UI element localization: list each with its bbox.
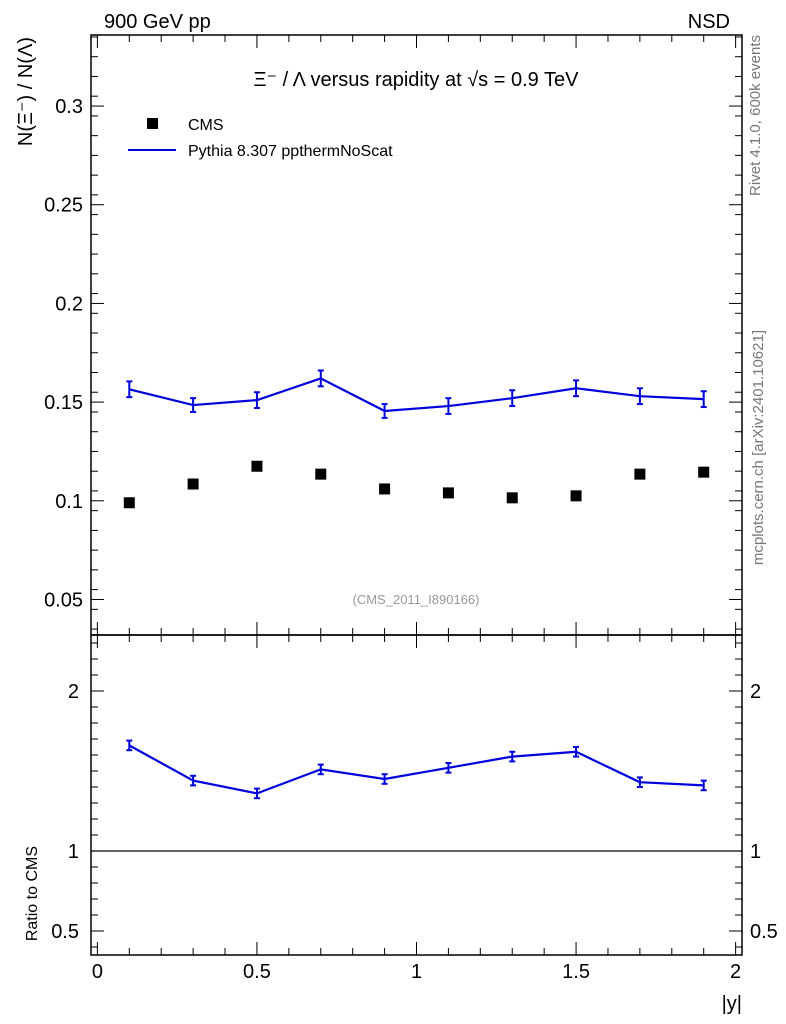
cms-data-point xyxy=(570,490,582,502)
cms-data-point xyxy=(698,466,710,478)
pythia-line xyxy=(129,377,704,413)
analysis-id: (CMS_2011_I890166) xyxy=(353,592,480,607)
main-y-tick-label: 0.15 xyxy=(44,392,83,414)
cms-data-point xyxy=(442,487,454,499)
main-y-tick-label: 0.05 xyxy=(44,589,83,611)
ratio-y-tick-label-right: 0.5 xyxy=(750,921,778,943)
main-y-tick-label: 0.2 xyxy=(55,293,83,315)
cms-data-point xyxy=(634,468,646,480)
main-axis-ticks: 0.05 0.1 0.15 0.2 0.25 0.3 xyxy=(44,35,742,635)
ratio-y-tick-label-left: 0.5 xyxy=(51,921,79,943)
ratio-series-layer xyxy=(126,739,707,800)
cms-data-point xyxy=(506,492,518,504)
legend-cms-label: CMS xyxy=(188,117,224,134)
x-tick-label: 0 xyxy=(92,961,103,983)
x-tick-label: 2 xyxy=(730,961,741,983)
x-tick-label: 1.5 xyxy=(562,961,590,983)
legend-pythia-label: Pythia 8.307 ppthermNoScat xyxy=(188,143,393,160)
plot-title: Ξ⁻ / Λ versus rapidity at √s = 0.9 TeV xyxy=(254,69,580,91)
process-label: NSD xyxy=(688,11,730,33)
cms-data-point xyxy=(187,478,199,490)
main-y-tick-label: 0.1 xyxy=(55,491,83,513)
main-y-tick-label: 0.3 xyxy=(55,96,83,118)
mcplots-label: mcplots.cern.ch [arXiv:2401.10621] xyxy=(750,330,767,565)
legend: CMS Pythia 8.307 ppthermNoScat xyxy=(128,117,393,160)
main-series-layer xyxy=(123,369,710,509)
x-axis-title: |y| xyxy=(722,993,742,1015)
main-y-axis-title: N(Ξ⁻) / N(Λ) xyxy=(15,37,37,146)
x-tick-label: 0.5 xyxy=(243,961,271,983)
cms-data-point xyxy=(379,483,391,495)
energy-label: 900 GeV pp xyxy=(104,11,211,33)
ratio-y-tick-label-right: 2 xyxy=(750,681,761,703)
cms-data-point xyxy=(123,497,135,509)
x-tick-label: 1 xyxy=(411,961,422,983)
cms-data-point xyxy=(315,468,327,480)
ratio-y-tick-label-right: 1 xyxy=(750,841,761,863)
cms-data-point xyxy=(251,460,263,472)
ratio-plot-frame xyxy=(90,634,743,956)
ratio-y-tick-label-left: 1 xyxy=(68,841,79,863)
ratio-y-tick-label-left: 2 xyxy=(68,681,79,703)
legend-cms-marker xyxy=(147,118,158,129)
ratio-line xyxy=(128,744,704,795)
main-y-tick-label: 0.25 xyxy=(44,195,83,217)
ratio-y-axis-title: Ratio to CMS xyxy=(24,846,41,941)
ratio-axis-ticks: 0.5 0.5 1 1 2 2 0 0.5 1 1.5 2 xyxy=(51,635,778,983)
rivet-label: Rivet 4.1.0, 600k events xyxy=(747,35,764,196)
